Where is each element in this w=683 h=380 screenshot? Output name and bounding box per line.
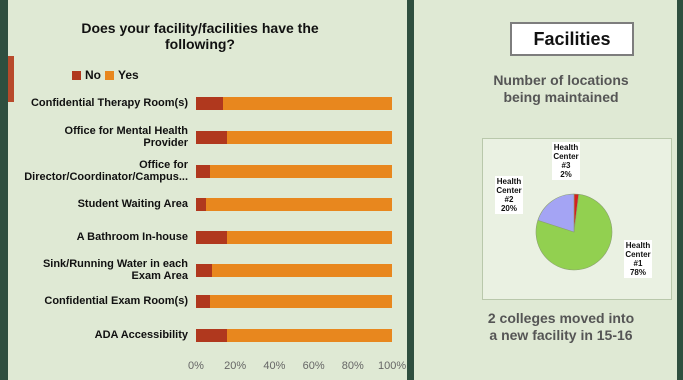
bar-no [196, 165, 210, 178]
legend-no-swatch [72, 70, 81, 80]
x-tick-label: 40% [263, 360, 286, 372]
chart-title-line1: Does your facility/facilities have the [81, 20, 319, 36]
bar-yes [211, 264, 392, 277]
accent-bar [8, 56, 14, 102]
x-tick-label: 20% [224, 360, 247, 372]
bar-yes [227, 131, 392, 144]
legend-no-label: No [85, 68, 101, 82]
x-tick-label: 0% [188, 360, 204, 372]
category-label: Sink/Running Water in each Exam Area [42, 258, 188, 282]
legend-yes-swatch [105, 70, 114, 80]
chart-title-line2: following? [165, 36, 235, 52]
bar-yes [223, 97, 392, 110]
footer-note: 2 colleges moved into a new facility in … [487, 310, 635, 343]
pie-label-center2: Health Center #2 20% [495, 176, 523, 214]
bar-yes [209, 295, 392, 308]
pie-label-center1: Health Center #1 78% [624, 240, 652, 278]
legend-yes-label: Yes [118, 68, 139, 82]
bar-yes [227, 231, 392, 244]
x-tick-label: 100% [378, 360, 407, 372]
category-label: A Bathroom In-house [76, 231, 188, 243]
chart-legend: No Yes [72, 68, 139, 82]
category-label: ADA Accessibility [94, 329, 188, 341]
pie-label-center3: Health Center #3 2% [552, 142, 580, 180]
bar-no [196, 198, 206, 211]
bar-no [196, 329, 228, 342]
category-label: Confidential Therapy Room(s) [30, 97, 188, 109]
bar-no [196, 231, 228, 244]
x-tick-label: 80% [341, 360, 364, 372]
bar-no [196, 264, 212, 277]
category-label: Office for Mental Health Provider [64, 125, 188, 149]
chart-title: Does your facility/facilities have the f… [45, 20, 355, 52]
facilities-heading: Facilities [510, 22, 634, 56]
bar-chart-panel [8, 0, 407, 380]
category-label: Confidential Exam Room(s) [44, 295, 188, 307]
bar-yes [205, 198, 392, 211]
bar-no [196, 97, 224, 110]
bar-no [196, 131, 228, 144]
bar-yes [209, 165, 392, 178]
category-label: Office for Director/Coordinator/Campus... [24, 159, 188, 183]
category-label: Student Waiting Area [77, 198, 188, 210]
bar-no [196, 295, 210, 308]
pie-subtitle: Number of locations being maintained [493, 72, 629, 105]
pie-chart [535, 193, 613, 271]
bar-yes [227, 329, 392, 342]
x-tick-label: 60% [302, 360, 325, 372]
pie-slice [537, 193, 575, 233]
